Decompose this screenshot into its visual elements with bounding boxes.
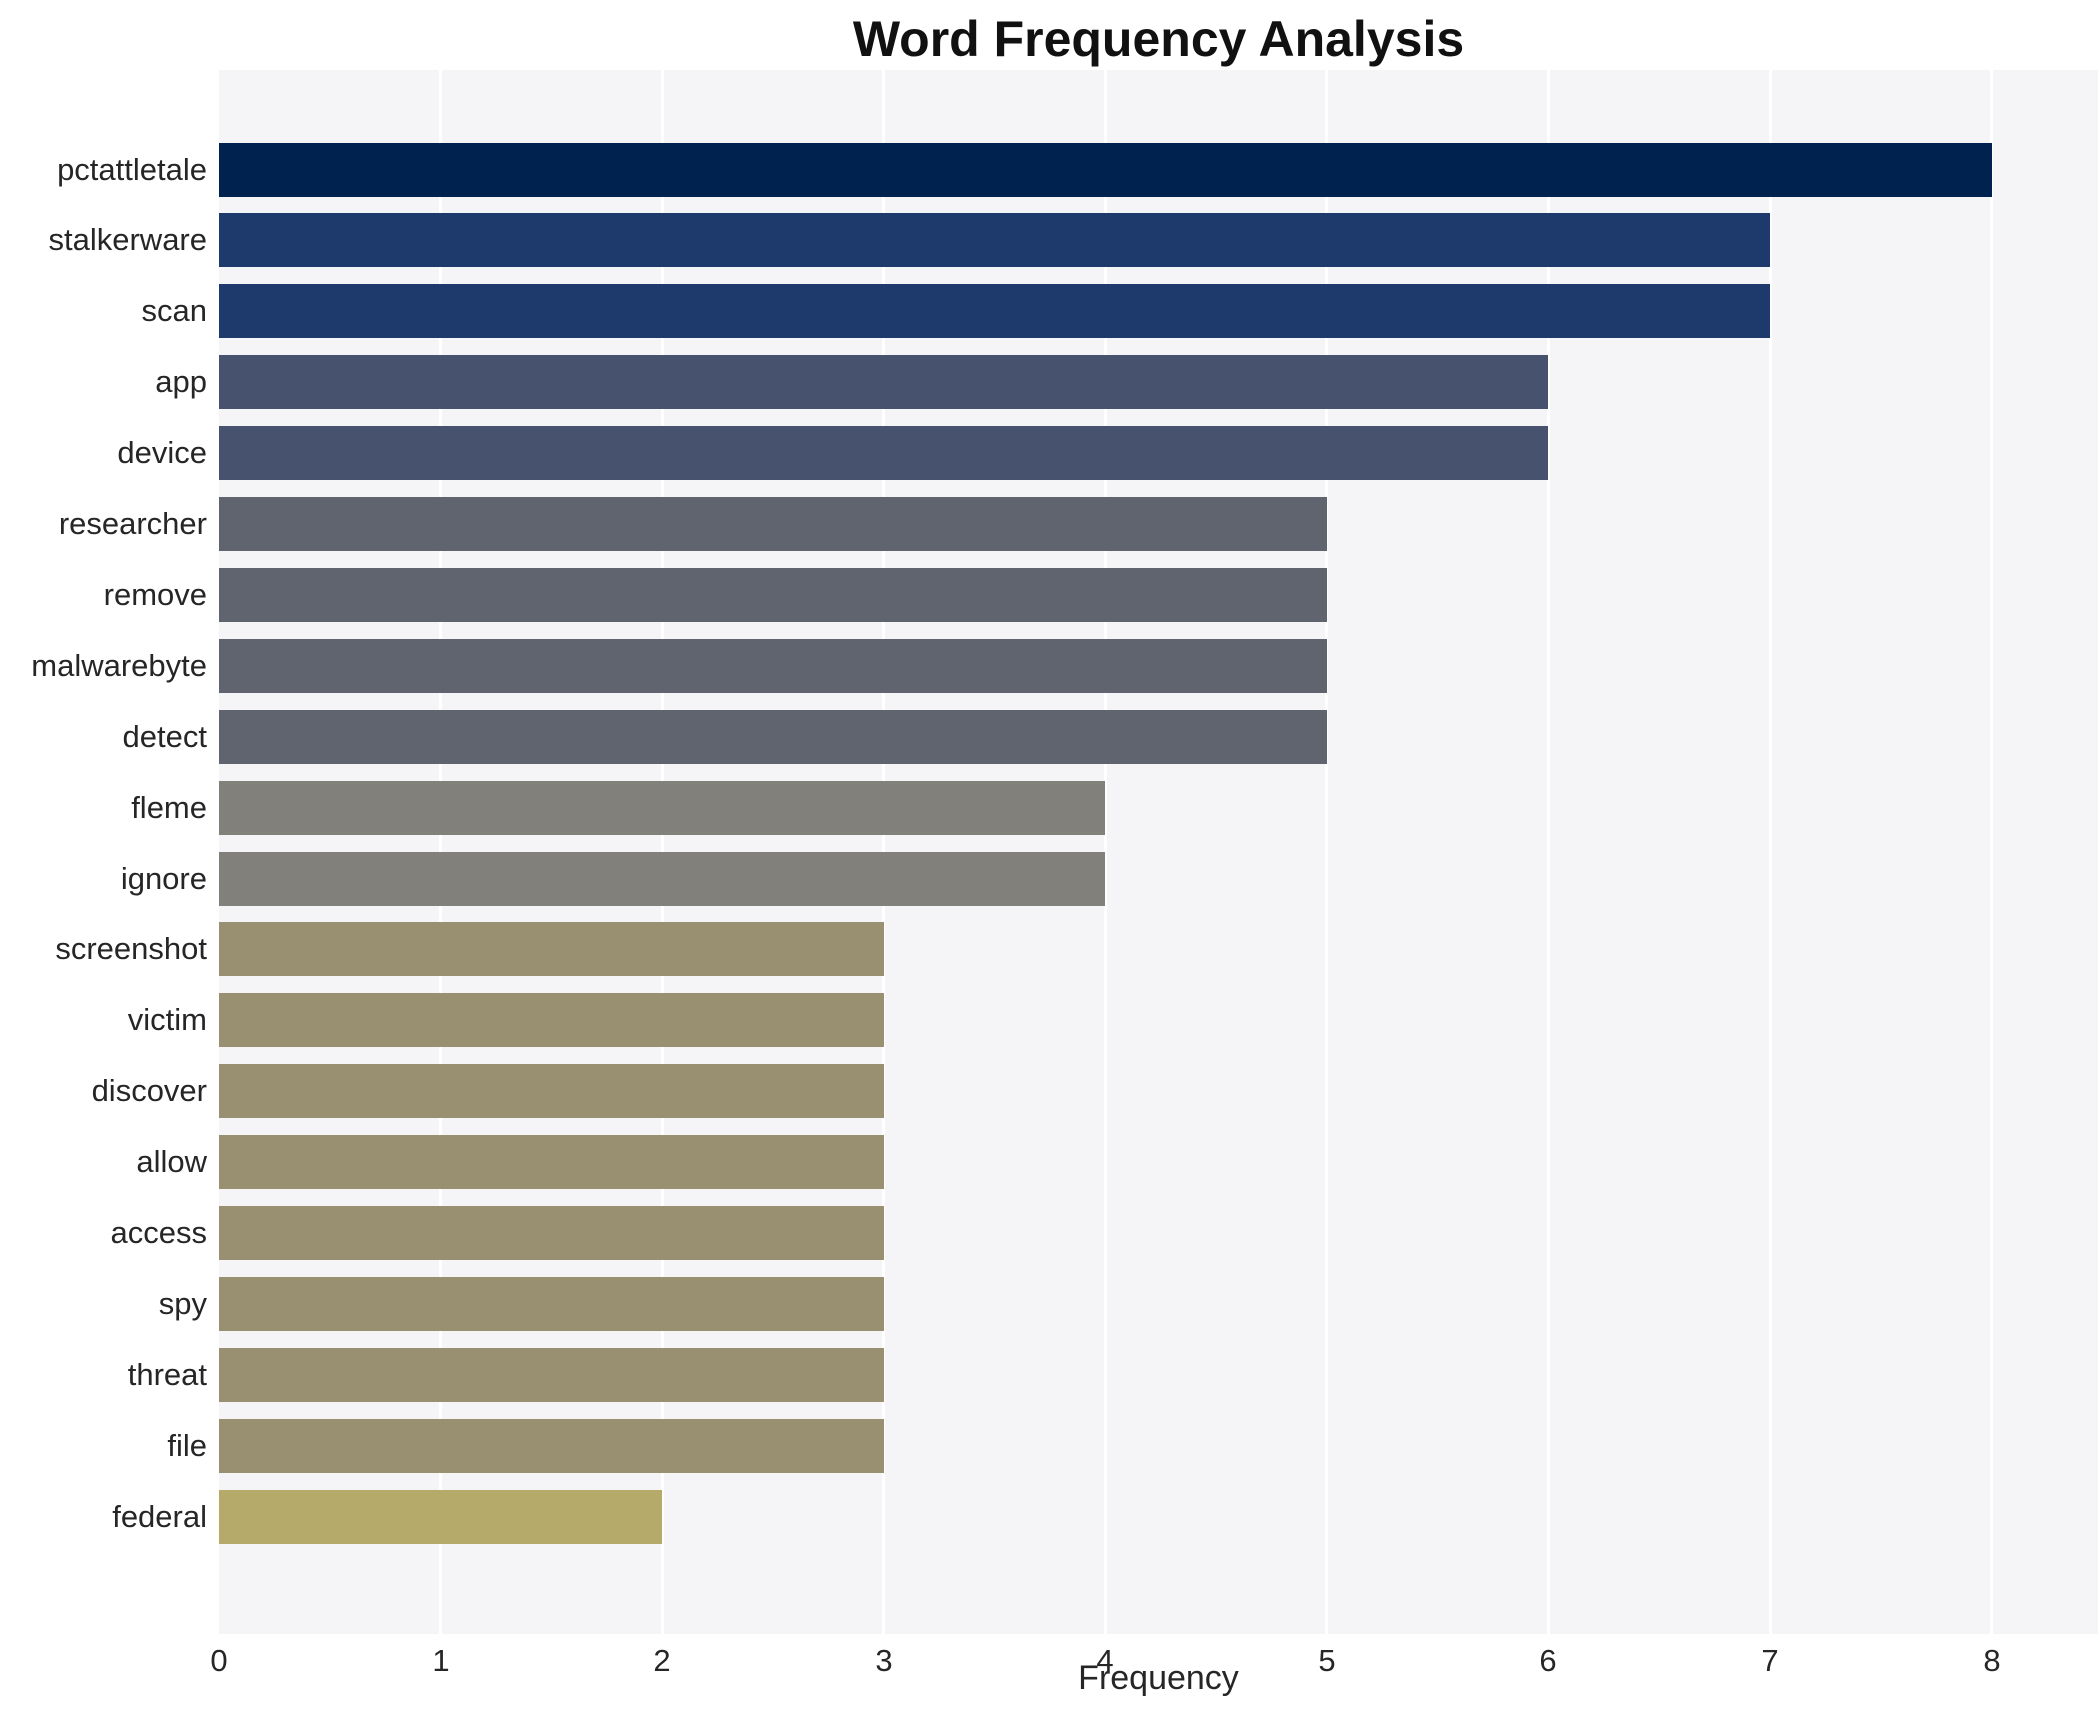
y-tick-label: remove	[103, 577, 207, 612]
y-tick-label: stalkerware	[48, 222, 208, 257]
y-tick-label: detect	[122, 719, 207, 754]
y-tick-label: threat	[127, 1357, 207, 1392]
y-tick-label: federal	[112, 1499, 207, 1534]
y-tick-label: access	[110, 1215, 207, 1250]
bar-device	[219, 426, 1548, 480]
bar-stalkerware	[219, 213, 1770, 267]
bar-app	[219, 355, 1548, 409]
x-tick-label: 3	[875, 1643, 893, 1678]
gridline	[1104, 70, 1107, 1634]
gridline	[1325, 70, 1328, 1634]
y-tick-label: file	[167, 1428, 207, 1463]
chart-title: Word Frequency Analysis	[852, 11, 1465, 67]
bar-discover	[219, 1064, 884, 1118]
y-tick-label: researcher	[58, 506, 207, 541]
x-tick-label: 4	[1096, 1643, 1114, 1678]
gridline	[1769, 70, 1772, 1634]
bar-federal	[219, 1490, 662, 1544]
x-axis-title: Frequency	[1078, 1659, 1239, 1697]
y-tick-label: device	[117, 435, 207, 470]
bar-threat	[219, 1348, 884, 1402]
y-tick-label: allow	[136, 1144, 207, 1179]
y-tick-label: fleme	[131, 790, 207, 825]
gridline	[1990, 70, 1993, 1634]
gridline	[1547, 70, 1550, 1634]
bar-remove	[219, 568, 1327, 622]
bar-detect	[219, 710, 1327, 764]
y-tick-label: ignore	[120, 861, 207, 896]
x-tick-label: 2	[653, 1643, 671, 1678]
y-tick-label: pctattletale	[57, 152, 207, 187]
bar-researcher	[219, 497, 1327, 551]
bar-spy	[219, 1277, 884, 1331]
bar-ignore	[219, 852, 1105, 906]
bar-file	[219, 1419, 884, 1473]
y-tick-label: spy	[158, 1286, 207, 1321]
x-tick-label: 7	[1761, 1643, 1779, 1678]
bar-access	[219, 1206, 884, 1260]
y-tick-label: app	[155, 364, 207, 399]
x-tick-label: 6	[1539, 1643, 1557, 1678]
x-tick-label: 8	[1983, 1643, 2001, 1678]
bar-malwarebyte	[219, 639, 1327, 693]
y-tick-label: scan	[141, 293, 207, 328]
plot-area	[219, 70, 2098, 1634]
x-tick-label: 0	[210, 1643, 228, 1678]
bar-screenshot	[219, 922, 884, 976]
x-tick-label: 5	[1318, 1643, 1336, 1678]
x-tick-label: 1	[432, 1643, 450, 1678]
bar-pctattletale	[219, 143, 1992, 197]
bar-scan	[219, 284, 1770, 338]
y-tick-label: victim	[127, 1002, 207, 1037]
y-tick-label: discover	[91, 1073, 207, 1108]
bar-allow	[219, 1135, 884, 1189]
y-tick-label: screenshot	[55, 931, 207, 966]
y-tick-label: malwarebyte	[31, 648, 207, 683]
bar-victim	[219, 993, 884, 1047]
bar-fleme	[219, 781, 1105, 835]
